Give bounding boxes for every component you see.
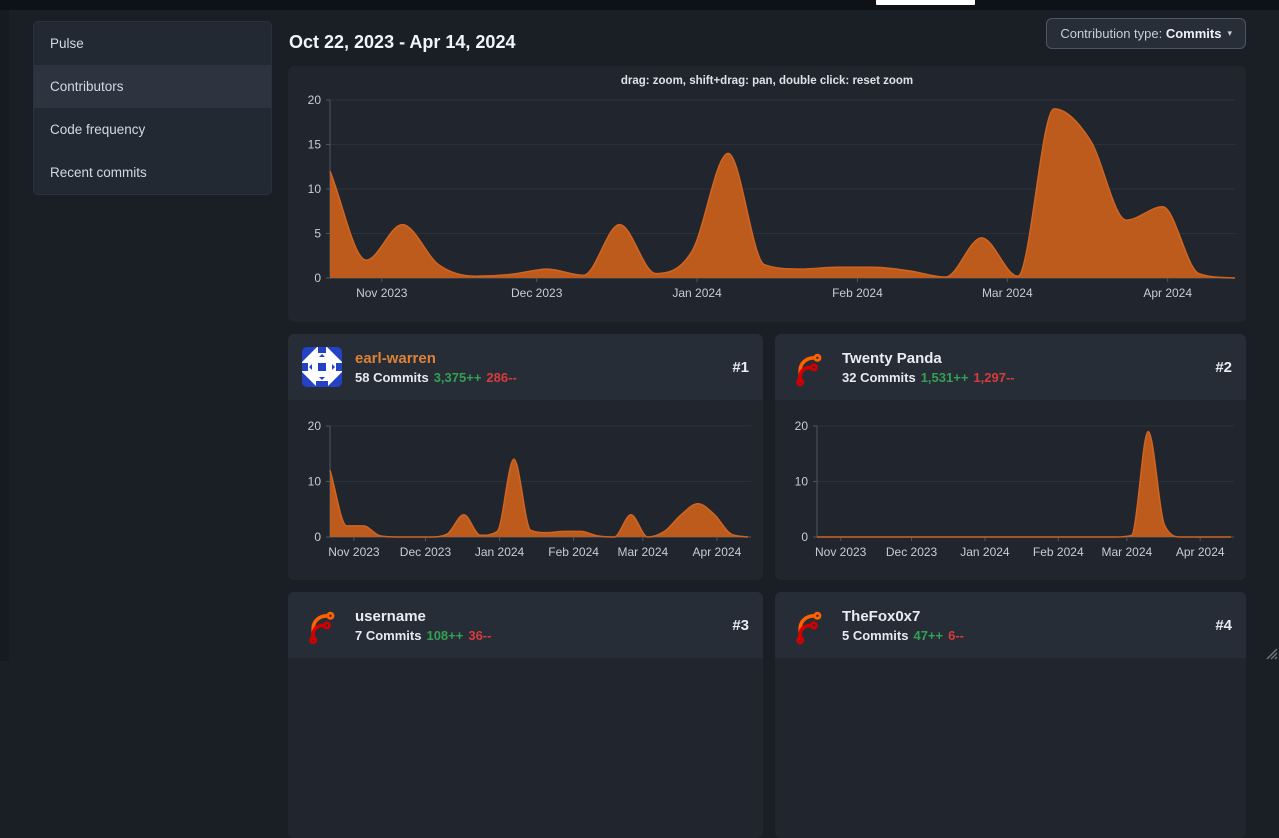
svg-text:Nov 2023: Nov 2023 (328, 545, 380, 559)
svg-text:10: 10 (308, 475, 322, 489)
svg-text:Nov 2023: Nov 2023 (356, 286, 408, 300)
additions-count: 47++ (913, 627, 944, 643)
additions-count: 1,531++ (920, 369, 969, 385)
commit-count: 5 Commits (842, 627, 909, 643)
svg-text:Feb 2024: Feb 2024 (548, 545, 599, 559)
rank-badge: #2 (1215, 358, 1232, 376)
rank-badge: #3 (732, 616, 749, 634)
contributor-name[interactable]: username (355, 608, 426, 626)
contributor-card: username 7 Commits 108++ 36-- #3 (288, 592, 763, 838)
commit-count: 32 Commits (842, 369, 916, 385)
chevron-down-icon: ▾ (1227, 28, 1232, 38)
chart-zoom-hint: drag: zoom, shift+drag: pan, double clic… (620, 75, 914, 87)
contributor-card: TheFox0x7 5 Commits 47++ 6-- #4 (775, 592, 1246, 838)
resize-grip-icon[interactable] (1263, 645, 1278, 660)
sidebar-item-contributors[interactable]: Contributors (34, 65, 271, 108)
svg-text:Feb 2024: Feb 2024 (832, 286, 883, 300)
rank-badge: #1 (732, 358, 749, 376)
svg-text:10: 10 (308, 182, 322, 196)
svg-text:Dec 2023: Dec 2023 (886, 545, 938, 559)
avatar[interactable] (302, 605, 342, 645)
svg-text:0: 0 (801, 530, 808, 544)
svg-text:Nov 2023: Nov 2023 (815, 545, 867, 559)
window-left-edge (0, 10, 9, 661)
svg-text:Jan 2024: Jan 2024 (960, 545, 1010, 559)
deletions-count: 286-- (486, 369, 517, 385)
contributor-activity-chart[interactable] (288, 658, 763, 838)
svg-text:0: 0 (314, 530, 321, 544)
contributor-card-header: TheFox0x7 5 Commits 47++ 6-- #4 (775, 592, 1246, 658)
deletions-count: 36-- (468, 627, 492, 643)
contributor-name[interactable]: Twenty Panda (842, 350, 942, 368)
svg-text:Jan 2024: Jan 2024 (672, 286, 722, 300)
date-range-title: Oct 22, 2023 - Apr 14, 2024 (289, 32, 516, 53)
svg-text:Mar 2024: Mar 2024 (982, 286, 1033, 300)
deletions-count: 6-- (948, 627, 965, 643)
additions-count: 3,375++ (433, 369, 482, 385)
contributor-name[interactable]: TheFox0x7 (842, 608, 921, 626)
svg-text:Dec 2023: Dec 2023 (511, 286, 563, 300)
contributor-activity-chart[interactable]: 0 10 20 Nov 2023 Dec 2023 Jan 2024 Feb 2024 Mar… (775, 400, 1246, 580)
contributor-name[interactable]: earl-warren (355, 350, 436, 368)
svg-text:20: 20 (308, 93, 322, 107)
avatar[interactable] (789, 605, 829, 645)
overall-activity-chart[interactable]: 0 5 10 15 20 Nov 2023 Dec 2023 Jan 2024 Feb 2024… (288, 66, 1246, 322)
active-tab-indicator (876, 0, 975, 5)
deletions-count: 1,297-- (973, 369, 1015, 385)
contributor-card-header: earl-warren 58 Commits 3,375++ 286-- #1 (288, 334, 763, 400)
sidebar-item-pulse[interactable]: Pulse (50, 36, 84, 51)
contributor-card-header: Twenty Panda 32 Commits 1,531++ 1,297-- #2 (775, 334, 1246, 400)
svg-text:Feb 2024: Feb 2024 (1033, 545, 1084, 559)
additions-count: 108++ (426, 627, 464, 643)
contribution-type-value: Commits (1165, 26, 1222, 41)
svg-text:0: 0 (314, 271, 321, 285)
svg-text:5: 5 (314, 227, 321, 241)
avatar[interactable] (302, 347, 342, 387)
overall-activity-panel: drag: zoom, shift+drag: pan, double clic… (288, 66, 1246, 322)
browser-top-strip (0, 0, 1279, 10)
svg-text:Jan 2024: Jan 2024 (475, 545, 525, 559)
svg-text:Dec 2023: Dec 2023 (400, 545, 452, 559)
contributor-activity-chart[interactable]: 0 10 20 Nov 2023 Dec 2023 Jan 2024 Feb 2024 Mar… (288, 400, 763, 580)
avatar[interactable] (789, 347, 829, 387)
svg-text:Apr 2024: Apr 2024 (1143, 286, 1192, 300)
svg-text:20: 20 (795, 419, 809, 433)
svg-text:Mar 2024: Mar 2024 (1101, 545, 1152, 559)
svg-text:20: 20 (308, 419, 322, 433)
svg-text:Apr 2024: Apr 2024 (1176, 545, 1225, 559)
sidebar-item-recent-commits[interactable]: Recent commits (50, 165, 147, 180)
contributor-card-header: username 7 Commits 108++ 36-- #3 (288, 592, 763, 658)
commit-count: 7 Commits (355, 627, 422, 643)
svg-text:15: 15 (308, 138, 322, 152)
contribution-type-label: Contribution type: (1060, 26, 1166, 41)
contributor-activity-chart[interactable] (775, 658, 1246, 838)
rank-badge: #4 (1215, 616, 1232, 634)
contributor-card: earl-warren 58 Commits 3,375++ 286-- #1 0 1… (288, 334, 763, 580)
sidebar-item-code-frequency[interactable]: Code frequency (50, 122, 146, 137)
contributors-page: { "palette":{ "page_bg":"#1a1f26","panel… (0, 0, 1279, 661)
commit-count: 58 Commits (355, 369, 429, 385)
svg-text:Apr 2024: Apr 2024 (693, 545, 742, 559)
svg-text:Mar 2024: Mar 2024 (617, 545, 668, 559)
contribution-type-dropdown[interactable]: Contribution type: Commits ▾ (1046, 18, 1246, 49)
svg-text:10: 10 (795, 475, 809, 489)
contributor-card: Twenty Panda 32 Commits 1,531++ 1,297-- #2… (775, 334, 1246, 580)
activity-sidebar: Pulse Contributors Code frequency Recent… (33, 21, 272, 195)
